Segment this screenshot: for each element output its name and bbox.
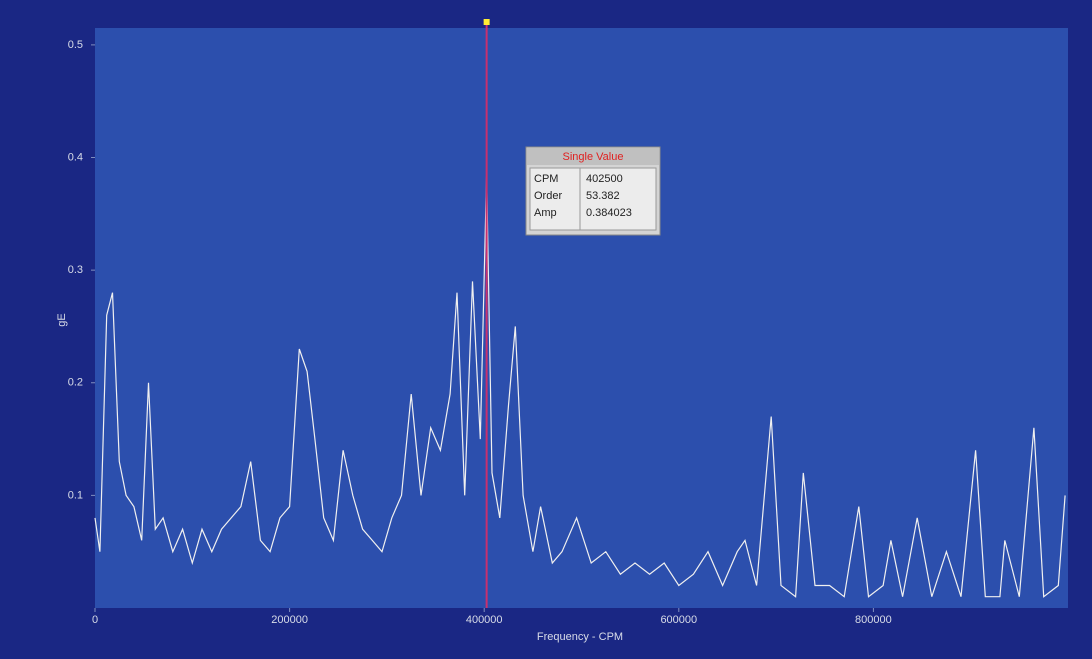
x-tick-label: 200000 — [271, 614, 308, 626]
tooltip-label: CPM — [534, 173, 558, 185]
cursor-handle — [483, 19, 490, 25]
x-tick-label: 800000 — [855, 614, 892, 626]
x-tick-label: 400000 — [466, 614, 503, 626]
y-tick-label: 0.5 — [68, 39, 83, 51]
y-axis-label: gE — [56, 313, 68, 326]
y-tick-label: 0.4 — [68, 151, 83, 163]
tooltip-header — [527, 148, 659, 165]
tooltip-value: 53.382 — [586, 190, 620, 202]
x-axis-label: Frequency - CPM — [537, 631, 623, 643]
x-tick-label: 600000 — [660, 614, 697, 626]
tooltip-title: Single Value — [563, 151, 624, 163]
tooltip-value: 402500 — [586, 173, 623, 185]
tooltip-label: Order — [534, 190, 562, 202]
y-tick-label: 0.3 — [68, 264, 83, 276]
y-tick-label: 0.1 — [68, 489, 83, 501]
tooltip-body — [529, 167, 657, 231]
tooltip: Single Value CPM 402500 Order 53.382 Amp 0.384… — [525, 146, 661, 236]
plot-area — [95, 28, 1068, 608]
y-tick-label: 0.2 — [68, 377, 83, 389]
tooltip-label: Amp — [534, 207, 557, 219]
x-tick-label: 0 — [92, 614, 98, 626]
spectrum-line — [94, 175, 1066, 598]
tooltip-value: 0.384023 — [586, 207, 632, 219]
